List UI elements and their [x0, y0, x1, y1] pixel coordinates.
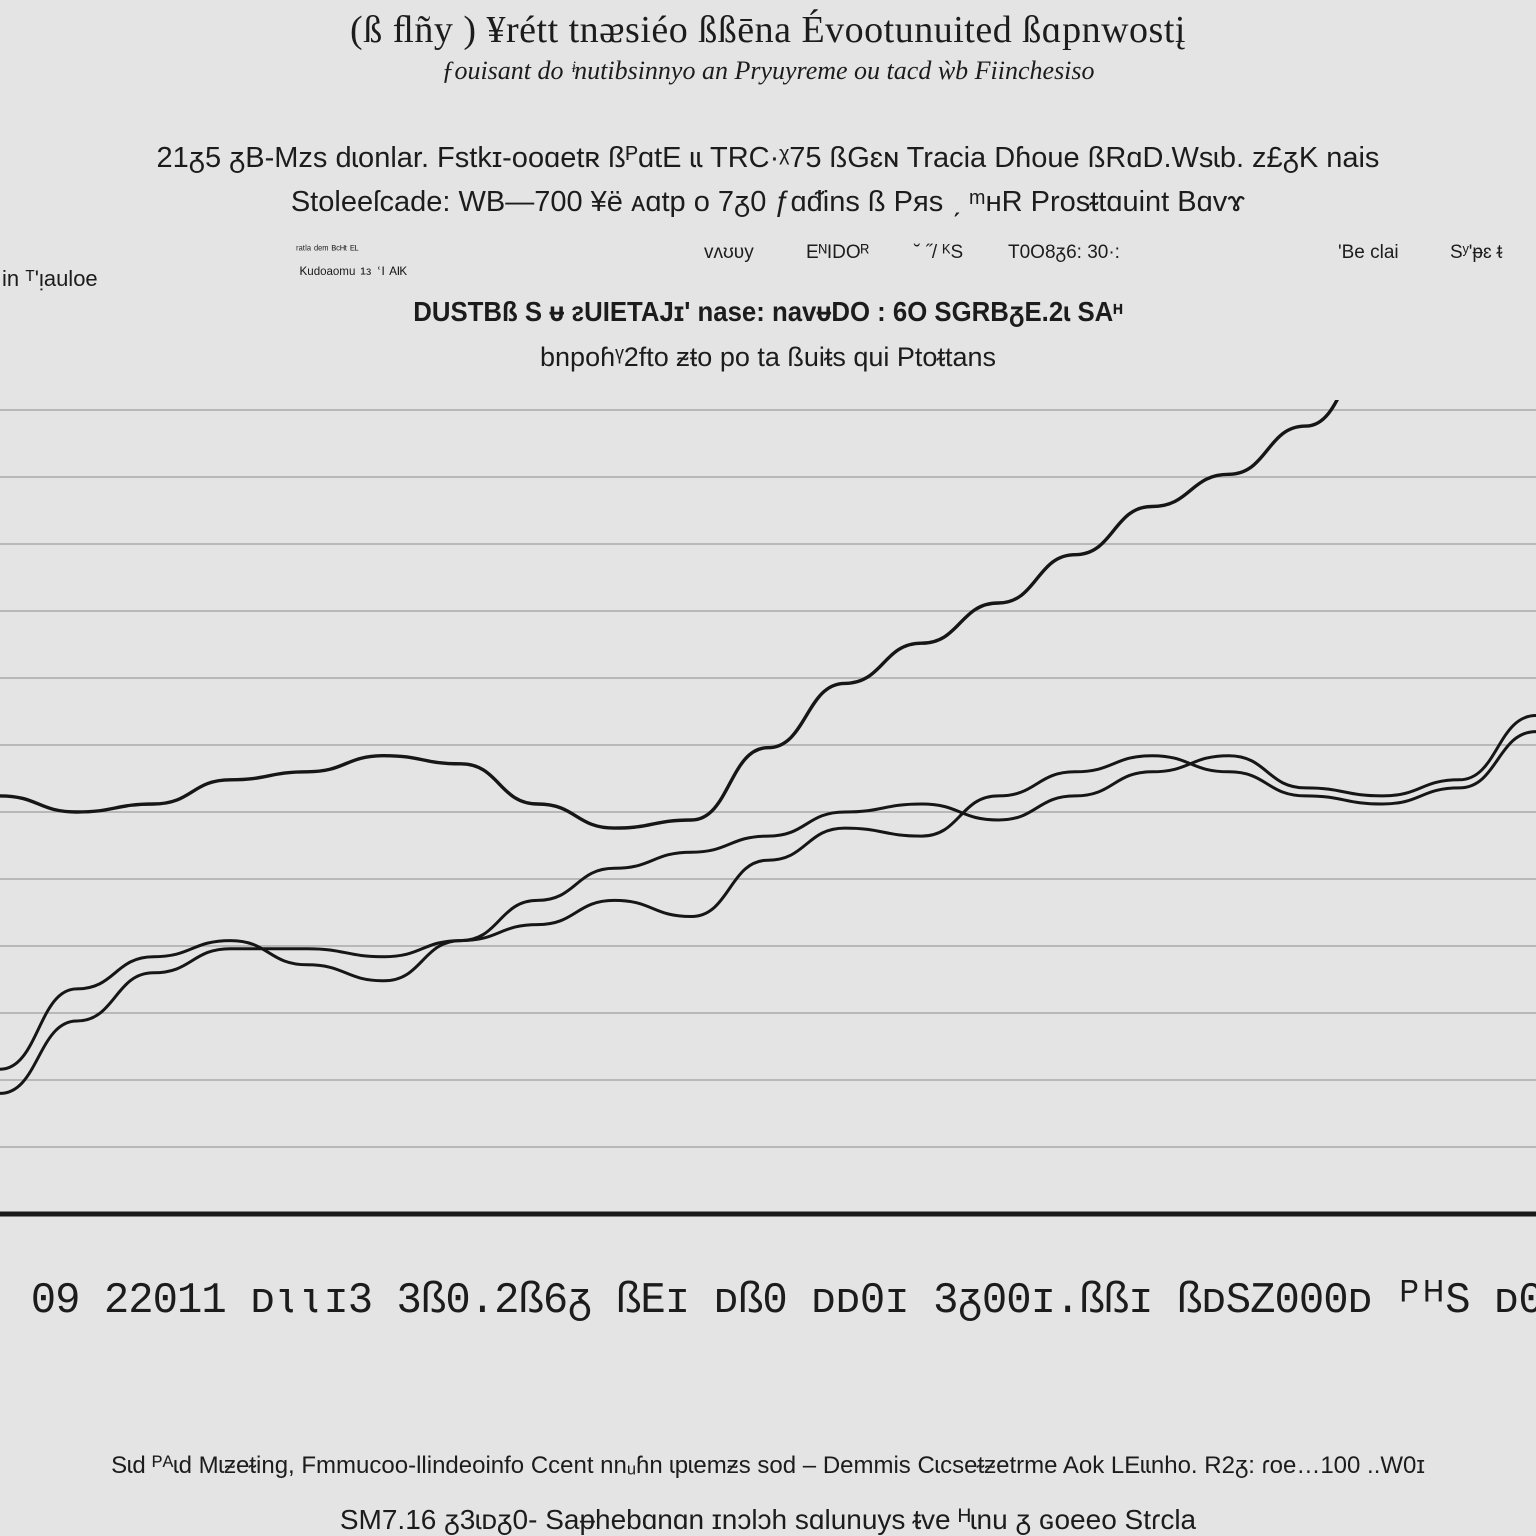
legend-small-text-a: ʳᵃᵗˡᵃ ᵈᵉᵐ ᴮᶜᴴᵗ ᴱᴸ: [296, 244, 359, 256]
chart-note-line-1: DUSTBß S ᵾ ᴤUIETAJɪ' nase: navᵾDO : 6O S…: [413, 296, 1123, 327]
legend-item-f: T0O8ᵹ6: 30·:: [1008, 242, 1120, 263]
line-chart: [0, 400, 1536, 1217]
legend-small-text-b: ᴷᵘᵈᵒᵃᵒᵐᵘ ¹ᵌ ʿᴵ ᴬᴵᴷ: [300, 264, 408, 283]
series-line-3: [0, 730, 1536, 1095]
gridlines: [0, 409, 1536, 1148]
chart-note-line-2: bnpoɦᵞ2fto ᵶŧo po ta ßuiᵵs qui Ptoᵵtans: [540, 342, 996, 372]
header-info-line-2: Stoleeſcade: WB—700 ¥ë ᴀɑtp o 7ᵹ0 ƒɑᵭins…: [290, 186, 1246, 218]
legend-item-d: EᴺIDOᴿ: [806, 242, 870, 263]
legend-item-c: ᴠʌʊᴜy: [704, 242, 754, 263]
header-info-line-1: 21ᵹ5 ᵹB-Mᴢs dɩonlar. Fstkɪ-ooɑetʀ ßᴾɑtE …: [156, 142, 1380, 174]
legend-item-e: ˘ ˝/ ᴷS: [914, 242, 964, 263]
legend-item-h: Sʸ'ᵽɛ ᵵ: [1450, 242, 1503, 263]
x-axis-tick-labels: 09 22011 ᴅɩɩɪ3 3ß0.2ß6ᵹ ßEɪ ᴅß0 ᴅᴅ0ɪ 3ᵹ0…: [30, 1276, 1536, 1326]
footer-credit-line: SM7.16 ᵹ3ɩᴅᵹ0- Saᵽhebɑnɑn ɪnɔlɔh sɑlunuy…: [339, 1504, 1197, 1535]
chart-title: (ß ﬂñy ) ¥rétt tnᴂsiéo ßßēna Évootunuite…: [350, 9, 1186, 51]
chart-subtitle: ƒouisant do ᶤnutibsinnyo an Pryuyreme ou…: [441, 56, 1095, 85]
series-lines: [0, 400, 1536, 1095]
series-line-1: [0, 400, 1339, 830]
legend-item-g: 'Be clai: [1338, 242, 1399, 263]
footer-source-line: Sɩd ᴾᴬɩd Mɩᵶeᵵing, Fmmucoo-Ɩlindeoinfo C…: [111, 1452, 1425, 1479]
series-line-2: [0, 714, 1536, 1071]
legend-left-label: in ᵀ'ᴉauloe: [2, 266, 98, 291]
